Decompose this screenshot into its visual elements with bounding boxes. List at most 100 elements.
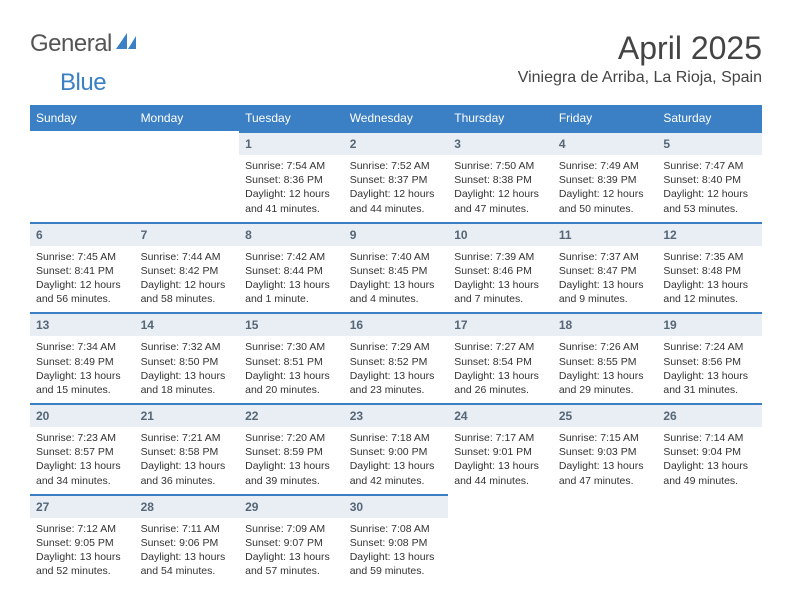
calendar-week-row: 13Sunrise: 7:34 AMSunset: 8:49 PMDayligh… <box>30 312 762 403</box>
day-number-row: 30 <box>344 494 449 518</box>
daylight-line: Daylight: 13 hours and 59 minutes. <box>350 550 443 578</box>
sunset-line: Sunset: 8:39 PM <box>559 173 652 187</box>
day-number-row: 22 <box>239 403 344 427</box>
calendar-cell: 10 Sunrise: 7:39 AMSunset: 8:46 PMDayligh… <box>448 222 553 313</box>
day-body: Sunrise: 7:50 AMSunset: 8:38 PMDaylight:… <box>448 155 553 222</box>
day-number: 3 <box>454 137 461 151</box>
day-number: 1 <box>245 137 252 151</box>
calendar-cell: 27 Sunrise: 7:12 AMSunset: 9:05 PMDayligh… <box>30 494 135 585</box>
daylight-line: Daylight: 13 hours and 34 minutes. <box>36 459 129 487</box>
sunset-line: Sunset: 8:42 PM <box>141 264 234 278</box>
day-data: Sunrise: 7:23 AMSunset: 8:57 PMDaylight:… <box>36 431 129 488</box>
col-saturday: Saturday <box>657 105 762 131</box>
day-data: Sunrise: 7:29 AMSunset: 8:52 PMDaylight:… <box>350 340 443 397</box>
day-number: 21 <box>141 409 154 423</box>
col-thursday: Thursday <box>448 105 553 131</box>
day-body: Sunrise: 7:49 AMSunset: 8:39 PMDaylight:… <box>553 155 658 222</box>
daylight-line: Daylight: 13 hours and 44 minutes. <box>454 459 547 487</box>
day-body: Sunrise: 7:42 AMSunset: 8:44 PMDaylight:… <box>239 246 344 313</box>
sunset-line: Sunset: 8:54 PM <box>454 355 547 369</box>
day-number-row: 1 <box>239 131 344 155</box>
calendar-cell: 20 Sunrise: 7:23 AMSunset: 8:57 PMDayligh… <box>30 403 135 494</box>
calendar-cell: 3 Sunrise: 7:50 AMSunset: 8:38 PMDaylight… <box>448 131 553 222</box>
day-data: Sunrise: 7:11 AMSunset: 9:06 PMDaylight:… <box>141 522 234 579</box>
logo: General <box>30 30 140 58</box>
calendar-cell <box>135 131 240 222</box>
calendar-week-row: 1Sunrise: 7:54 AMSunset: 8:36 PMDaylight… <box>30 131 762 222</box>
sunset-line: Sunset: 8:58 PM <box>141 445 234 459</box>
sunrise-line: Sunrise: 7:24 AM <box>663 340 756 354</box>
sunrise-line: Sunrise: 7:23 AM <box>36 431 129 445</box>
calendar-cell: 26Sunrise: 7:14 AMSunset: 9:04 PMDayligh… <box>657 403 762 494</box>
day-data: Sunrise: 7:30 AMSunset: 8:51 PMDaylight:… <box>245 340 338 397</box>
daylight-line: Daylight: 13 hours and 52 minutes. <box>36 550 129 578</box>
day-data: Sunrise: 7:21 AMSunset: 8:58 PMDaylight:… <box>141 431 234 488</box>
calendar-cell: 14Sunrise: 7:32 AMSunset: 8:50 PMDayligh… <box>135 312 240 403</box>
daylight-line: Daylight: 12 hours and 58 minutes. <box>141 278 234 306</box>
day-number: 5 <box>663 137 670 151</box>
sunset-line: Sunset: 9:00 PM <box>350 445 443 459</box>
day-data: Sunrise: 7:26 AMSunset: 8:55 PMDaylight:… <box>559 340 652 397</box>
day-data: Sunrise: 7:27 AMSunset: 8:54 PMDaylight:… <box>454 340 547 397</box>
day-body: Sunrise: 7:21 AMSunset: 8:58 PMDaylight:… <box>135 427 240 494</box>
day-data: Sunrise: 7:12 AMSunset: 9:05 PMDaylight:… <box>36 522 129 579</box>
day-number: 9 <box>350 228 357 242</box>
sunrise-line: Sunrise: 7:20 AM <box>245 431 338 445</box>
day-data: Sunrise: 7:45 AMSunset: 8:41 PMDaylight:… <box>36 250 129 307</box>
day-number-row: 3 <box>448 131 553 155</box>
col-tuesday: Tuesday <box>239 105 344 131</box>
daylight-line: Daylight: 13 hours and 31 minutes. <box>663 369 756 397</box>
day-data: Sunrise: 7:14 AMSunset: 9:04 PMDaylight:… <box>663 431 756 488</box>
day-number-row: 21 <box>135 403 240 427</box>
day-data: Sunrise: 7:37 AMSunset: 8:47 PMDaylight:… <box>559 250 652 307</box>
calendar-cell <box>30 131 135 222</box>
day-body: Sunrise: 7:52 AMSunset: 8:37 PMDaylight:… <box>344 155 449 222</box>
sunrise-line: Sunrise: 7:54 AM <box>245 159 338 173</box>
day-number-row: 13 <box>30 312 135 336</box>
day-number-row: 7 <box>135 222 240 246</box>
day-number-row: 24 <box>448 403 553 427</box>
calendar-cell: 22Sunrise: 7:20 AMSunset: 8:59 PMDayligh… <box>239 403 344 494</box>
day-number-row: 8 <box>239 222 344 246</box>
day-number: 2 <box>350 137 357 151</box>
day-body: Sunrise: 7:26 AMSunset: 8:55 PMDaylight:… <box>553 336 658 403</box>
daylight-line: Daylight: 13 hours and 36 minutes. <box>141 459 234 487</box>
day-number-row: 25 <box>553 403 658 427</box>
day-number: 20 <box>36 409 49 423</box>
day-number: 7 <box>141 228 148 242</box>
daylight-line: Daylight: 13 hours and 42 minutes. <box>350 459 443 487</box>
day-data: Sunrise: 7:39 AMSunset: 8:46 PMDaylight:… <box>454 250 547 307</box>
daylight-line: Daylight: 13 hours and 15 minutes. <box>36 369 129 397</box>
calendar-cell: 6Sunrise: 7:45 AMSunset: 8:41 PMDaylight… <box>30 222 135 313</box>
day-data: Sunrise: 7:35 AMSunset: 8:48 PMDaylight:… <box>663 250 756 307</box>
day-data: Sunrise: 7:08 AMSunset: 9:08 PMDaylight:… <box>350 522 443 579</box>
sunset-line: Sunset: 8:50 PM <box>141 355 234 369</box>
calendar-header-row: Sunday Monday Tuesday Wednesday Thursday… <box>30 105 762 131</box>
day-number: 16 <box>350 318 363 332</box>
day-number-row: 27 <box>30 494 135 518</box>
day-data: Sunrise: 7:54 AMSunset: 8:36 PMDaylight:… <box>245 159 338 216</box>
daylight-line: Daylight: 13 hours and 23 minutes. <box>350 369 443 397</box>
daylight-line: Daylight: 12 hours and 50 minutes. <box>559 187 652 215</box>
logo-text-blue: Blue <box>60 69 106 96</box>
day-number: 8 <box>245 228 252 242</box>
sunrise-line: Sunrise: 7:29 AM <box>350 340 443 354</box>
calendar-cell: 21 Sunrise: 7:21 AMSunset: 8:58 PMDayligh… <box>135 403 240 494</box>
sunset-line: Sunset: 8:36 PM <box>245 173 338 187</box>
sunset-line: Sunset: 8:45 PM <box>350 264 443 278</box>
day-body: Sunrise: 7:34 AMSunset: 8:49 PMDaylight:… <box>30 336 135 403</box>
day-number-row: 16 <box>344 312 449 336</box>
day-body: Sunrise: 7:39 AMSunset: 8:46 PMDaylight:… <box>448 246 553 313</box>
sunset-line: Sunset: 8:59 PM <box>245 445 338 459</box>
logo-text-general: General <box>30 30 112 58</box>
day-body: Sunrise: 7:54 AMSunset: 8:36 PMDaylight:… <box>239 155 344 222</box>
day-number-row: 28 <box>135 494 240 518</box>
day-body: Sunrise: 7:23 AMSunset: 8:57 PMDaylight:… <box>30 427 135 494</box>
sunset-line: Sunset: 9:05 PM <box>36 536 129 550</box>
sunrise-line: Sunrise: 7:44 AM <box>141 250 234 264</box>
day-number-row: 10 <box>448 222 553 246</box>
day-data: Sunrise: 7:32 AMSunset: 8:50 PMDaylight:… <box>141 340 234 397</box>
day-number: 10 <box>454 228 467 242</box>
daylight-line: Daylight: 12 hours and 56 minutes. <box>36 278 129 306</box>
day-number: 15 <box>245 318 258 332</box>
